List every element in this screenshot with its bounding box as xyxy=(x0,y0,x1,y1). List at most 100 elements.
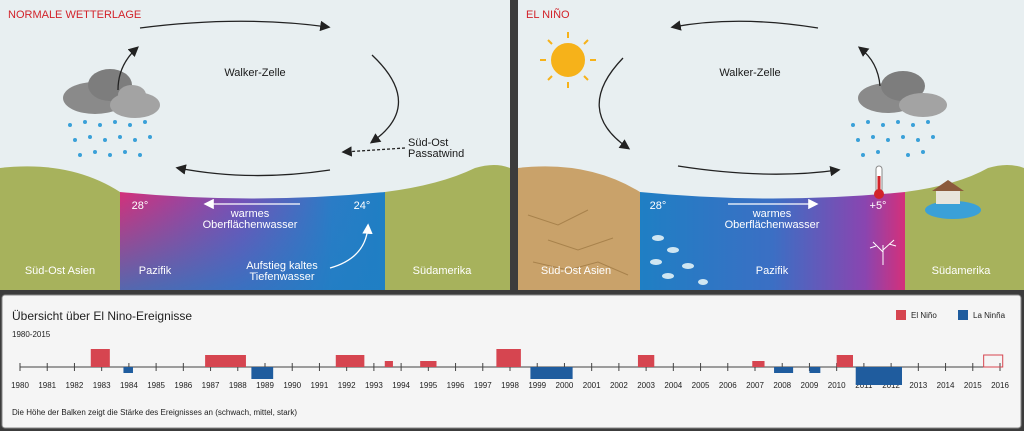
year-label: 2006 xyxy=(719,381,737,390)
region-label: Südamerika xyxy=(413,265,473,277)
warm-line: warmes xyxy=(752,208,792,220)
year-label: 1988 xyxy=(229,381,247,390)
legend-swatch xyxy=(896,310,906,320)
year-label: 1996 xyxy=(447,381,465,390)
year-label: 1997 xyxy=(474,381,492,390)
region-label: Pazifik xyxy=(139,265,172,277)
year-label: 1994 xyxy=(392,381,410,390)
wind-line: Passatwind xyxy=(408,148,464,160)
year-label: 2004 xyxy=(664,381,682,390)
year-label: 1986 xyxy=(174,381,192,390)
wind-line: Süd-Ost xyxy=(408,137,448,149)
ocean xyxy=(640,192,905,290)
year-label: 2003 xyxy=(637,381,655,390)
flood xyxy=(925,201,981,219)
land xyxy=(385,165,510,290)
event-bar xyxy=(496,349,521,367)
event-bar xyxy=(809,367,821,373)
year-label: 2005 xyxy=(692,381,710,390)
event-bar xyxy=(90,349,110,367)
year-label: 1989 xyxy=(256,381,274,390)
event-bar xyxy=(836,355,853,367)
year-label: 2014 xyxy=(937,381,955,390)
rain xyxy=(68,120,152,157)
year-label: 1991 xyxy=(311,381,329,390)
thermometer xyxy=(874,165,884,199)
panel-title: NORMALE WETTERLAGE xyxy=(8,9,141,21)
warm-line: warmes xyxy=(230,208,270,220)
desert xyxy=(518,166,640,290)
year-label: 1980 xyxy=(11,381,29,390)
year-label: 1982 xyxy=(66,381,84,390)
year-label: 2002 xyxy=(610,381,628,390)
year-label: 2000 xyxy=(556,381,574,390)
elnino-panel: EL NIÑO Walker-Zelle 28° +5° warmes Oberf… xyxy=(518,0,1024,290)
year-label: 1990 xyxy=(283,381,301,390)
upwelling-label: Aufstieg kaltes Tiefenwasser xyxy=(246,260,318,283)
land xyxy=(0,166,120,290)
legend-label: El Niño xyxy=(911,311,937,320)
year-label: 1983 xyxy=(93,381,111,390)
rain xyxy=(851,120,935,157)
up-line: Aufstieg kaltes xyxy=(246,260,318,272)
year-label: 1992 xyxy=(338,381,356,390)
event-bar xyxy=(335,355,365,367)
sun xyxy=(540,32,596,88)
temp-west: 28° xyxy=(650,200,667,212)
year-label: 2012 xyxy=(882,381,900,390)
walker-label: Walker-Zelle xyxy=(224,67,285,79)
legend-swatch xyxy=(958,310,968,320)
warm-line: Oberflächenwasser xyxy=(203,219,298,231)
timeline-note: Die Höhe der Balken zeigt die Stärke des… xyxy=(12,408,297,417)
year-label: 2013 xyxy=(909,381,927,390)
house xyxy=(932,180,964,204)
year-label: 1987 xyxy=(202,381,220,390)
event-bar xyxy=(983,354,1004,368)
year-label: 2016 xyxy=(991,381,1009,390)
event-bar xyxy=(855,367,902,385)
region-label: Süd-Ost Asien xyxy=(541,265,611,277)
ocean-arrows xyxy=(203,198,373,269)
temp-east: +5° xyxy=(870,200,887,212)
event-bar xyxy=(251,367,274,379)
fish xyxy=(650,235,708,285)
event-bar xyxy=(205,355,246,367)
year-label: 1984 xyxy=(120,381,138,390)
panel-title: EL NIÑO xyxy=(526,8,570,21)
warm-line: Oberflächenwasser xyxy=(725,219,820,231)
year-label: 1995 xyxy=(419,381,437,390)
up-line: Tiefenwasser xyxy=(249,271,314,283)
year-label: 1999 xyxy=(528,381,546,390)
year-label: 2001 xyxy=(583,381,601,390)
region-label: Pazifik xyxy=(756,265,789,277)
temp-east: 24° xyxy=(354,200,371,212)
timeline-title: Übersicht über El Nino-Ereignisse xyxy=(12,309,192,323)
event-bar xyxy=(752,361,765,367)
dead-coral xyxy=(869,239,897,265)
event-bar xyxy=(420,361,437,367)
year-label: 2015 xyxy=(964,381,982,390)
year-label: 1985 xyxy=(147,381,165,390)
walker-arrows xyxy=(117,20,406,177)
ocean-depth xyxy=(120,192,385,290)
year-label: 2010 xyxy=(828,381,846,390)
land xyxy=(905,165,1024,290)
year-label: 1998 xyxy=(501,381,519,390)
region-label: Süd-Ost Asien xyxy=(25,265,95,277)
year-label: 2007 xyxy=(746,381,764,390)
event-bar xyxy=(774,367,794,373)
warm-water-label: warmes Oberflächenwasser xyxy=(725,208,820,231)
temp-west: 28° xyxy=(132,200,149,212)
cracks xyxy=(527,209,629,276)
event-bar xyxy=(123,367,133,373)
wind-label: Süd-Ost Passatwind xyxy=(408,137,464,160)
year-label: 2009 xyxy=(801,381,819,390)
year-label: 2008 xyxy=(773,381,791,390)
year-label: 1981 xyxy=(38,381,56,390)
event-bar xyxy=(530,367,573,379)
timeline-subtitle: 1980-2015 xyxy=(12,330,51,339)
cloud xyxy=(858,71,947,117)
walker-label: Walker-Zelle xyxy=(719,67,780,79)
